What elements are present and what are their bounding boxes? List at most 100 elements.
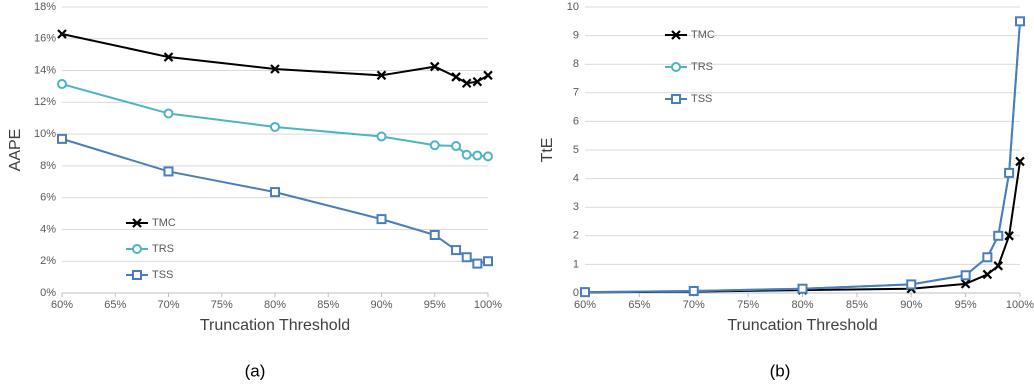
x-tick-label: 80% bbox=[791, 299, 813, 311]
marker bbox=[429, 61, 440, 72]
series-line bbox=[584, 21, 1021, 294]
marker bbox=[163, 108, 174, 119]
marker bbox=[993, 261, 1004, 271]
x-tick-label: 95% bbox=[955, 299, 977, 311]
y-tick-label: 14% bbox=[34, 64, 56, 76]
marker bbox=[461, 252, 472, 263]
x-tick-label: 75% bbox=[737, 299, 759, 311]
marker bbox=[483, 70, 493, 81]
marker bbox=[132, 270, 142, 280]
x-tick-label: 90% bbox=[900, 299, 922, 311]
y-tick-label: 7 bbox=[573, 87, 579, 99]
x-tick-label: 65% bbox=[104, 299, 126, 311]
x-tick-label: 95% bbox=[424, 299, 446, 311]
marker bbox=[1015, 156, 1025, 167]
x-tick-label: 80% bbox=[264, 299, 286, 311]
marker bbox=[57, 79, 67, 90]
x-tick-label: 85% bbox=[317, 299, 339, 311]
series-line bbox=[61, 137, 489, 265]
marker bbox=[671, 94, 681, 104]
x-axis-title: Truncation Threshold bbox=[200, 317, 350, 334]
y-tick-label: 10% bbox=[34, 128, 56, 140]
marker bbox=[451, 245, 462, 256]
y-tick-label: 10 bbox=[567, 1, 579, 13]
marker bbox=[580, 287, 590, 298]
marker bbox=[688, 285, 699, 296]
legend-label: TRS bbox=[691, 61, 713, 73]
y-tick-label: 8 bbox=[573, 58, 579, 70]
legend-label: TRS bbox=[152, 243, 174, 255]
marker bbox=[483, 151, 493, 162]
marker bbox=[451, 141, 462, 152]
marker bbox=[461, 78, 472, 89]
series-line bbox=[61, 33, 489, 85]
x-tick-label: 60% bbox=[51, 299, 73, 311]
marker bbox=[960, 279, 971, 289]
subcaption: (b) bbox=[770, 361, 791, 380]
marker bbox=[1004, 231, 1014, 241]
marker bbox=[270, 64, 280, 74]
marker bbox=[376, 70, 387, 81]
y-tick-label: 8% bbox=[40, 160, 56, 172]
legend-label: TSS bbox=[691, 93, 712, 105]
x-tick-label: 70% bbox=[157, 299, 179, 311]
marker bbox=[57, 29, 67, 39]
x-tick-label: 70% bbox=[683, 299, 705, 311]
marker bbox=[906, 279, 917, 290]
series-line bbox=[584, 161, 1021, 294]
y-tick-label: 4 bbox=[573, 173, 579, 185]
marker bbox=[993, 230, 1004, 241]
marker bbox=[472, 76, 483, 87]
marker bbox=[376, 214, 387, 225]
y-tick-label: 1 bbox=[573, 258, 579, 270]
x-axis-title: Truncation Threshold bbox=[727, 317, 877, 334]
marker bbox=[461, 149, 472, 160]
y-tick-label: 6 bbox=[573, 115, 579, 127]
y-tick-label: 18% bbox=[34, 1, 56, 13]
marker bbox=[132, 218, 142, 228]
y-axis-title: TtE bbox=[539, 138, 556, 163]
legend-label: TMC bbox=[152, 217, 176, 229]
marker bbox=[451, 72, 461, 82]
marker bbox=[982, 252, 993, 263]
y-tick-label: 0% bbox=[40, 287, 56, 299]
marker bbox=[429, 140, 440, 151]
series-line bbox=[61, 83, 489, 158]
marker bbox=[472, 258, 483, 269]
y-tick-label: 4% bbox=[40, 223, 56, 235]
marker bbox=[1004, 167, 1015, 178]
marker bbox=[483, 256, 493, 267]
marker bbox=[797, 283, 808, 294]
y-tick-label: 16% bbox=[34, 33, 56, 45]
x-tick-label: 100% bbox=[1006, 299, 1034, 311]
legend-label: TSS bbox=[152, 269, 173, 281]
y-tick-label: 2% bbox=[40, 255, 56, 267]
marker bbox=[163, 166, 174, 177]
marker bbox=[1015, 16, 1025, 27]
marker bbox=[429, 230, 440, 241]
marker bbox=[57, 133, 67, 144]
x-tick-label: 60% bbox=[574, 299, 596, 311]
marker bbox=[270, 121, 280, 132]
marker bbox=[960, 270, 971, 281]
y-axis-title: AAPE bbox=[7, 129, 24, 172]
marker bbox=[270, 187, 280, 198]
x-tick-label: 85% bbox=[846, 299, 868, 311]
y-tick-label: 0 bbox=[573, 287, 579, 299]
marker bbox=[163, 52, 174, 62]
x-tick-label: 75% bbox=[211, 299, 233, 311]
y-tick-label: 6% bbox=[40, 192, 56, 204]
marker bbox=[671, 30, 681, 40]
marker bbox=[671, 62, 681, 72]
y-tick-label: 2 bbox=[573, 230, 579, 242]
x-tick-label: 65% bbox=[628, 299, 650, 311]
marker bbox=[376, 131, 387, 142]
y-tick-label: 3 bbox=[573, 201, 579, 213]
y-tick-label: 12% bbox=[34, 96, 56, 108]
y-tick-label: 5 bbox=[573, 144, 579, 156]
marker bbox=[982, 269, 993, 280]
subcaption: (a) bbox=[245, 361, 266, 380]
marker bbox=[132, 244, 142, 254]
y-tick-label: 9 bbox=[573, 30, 579, 42]
